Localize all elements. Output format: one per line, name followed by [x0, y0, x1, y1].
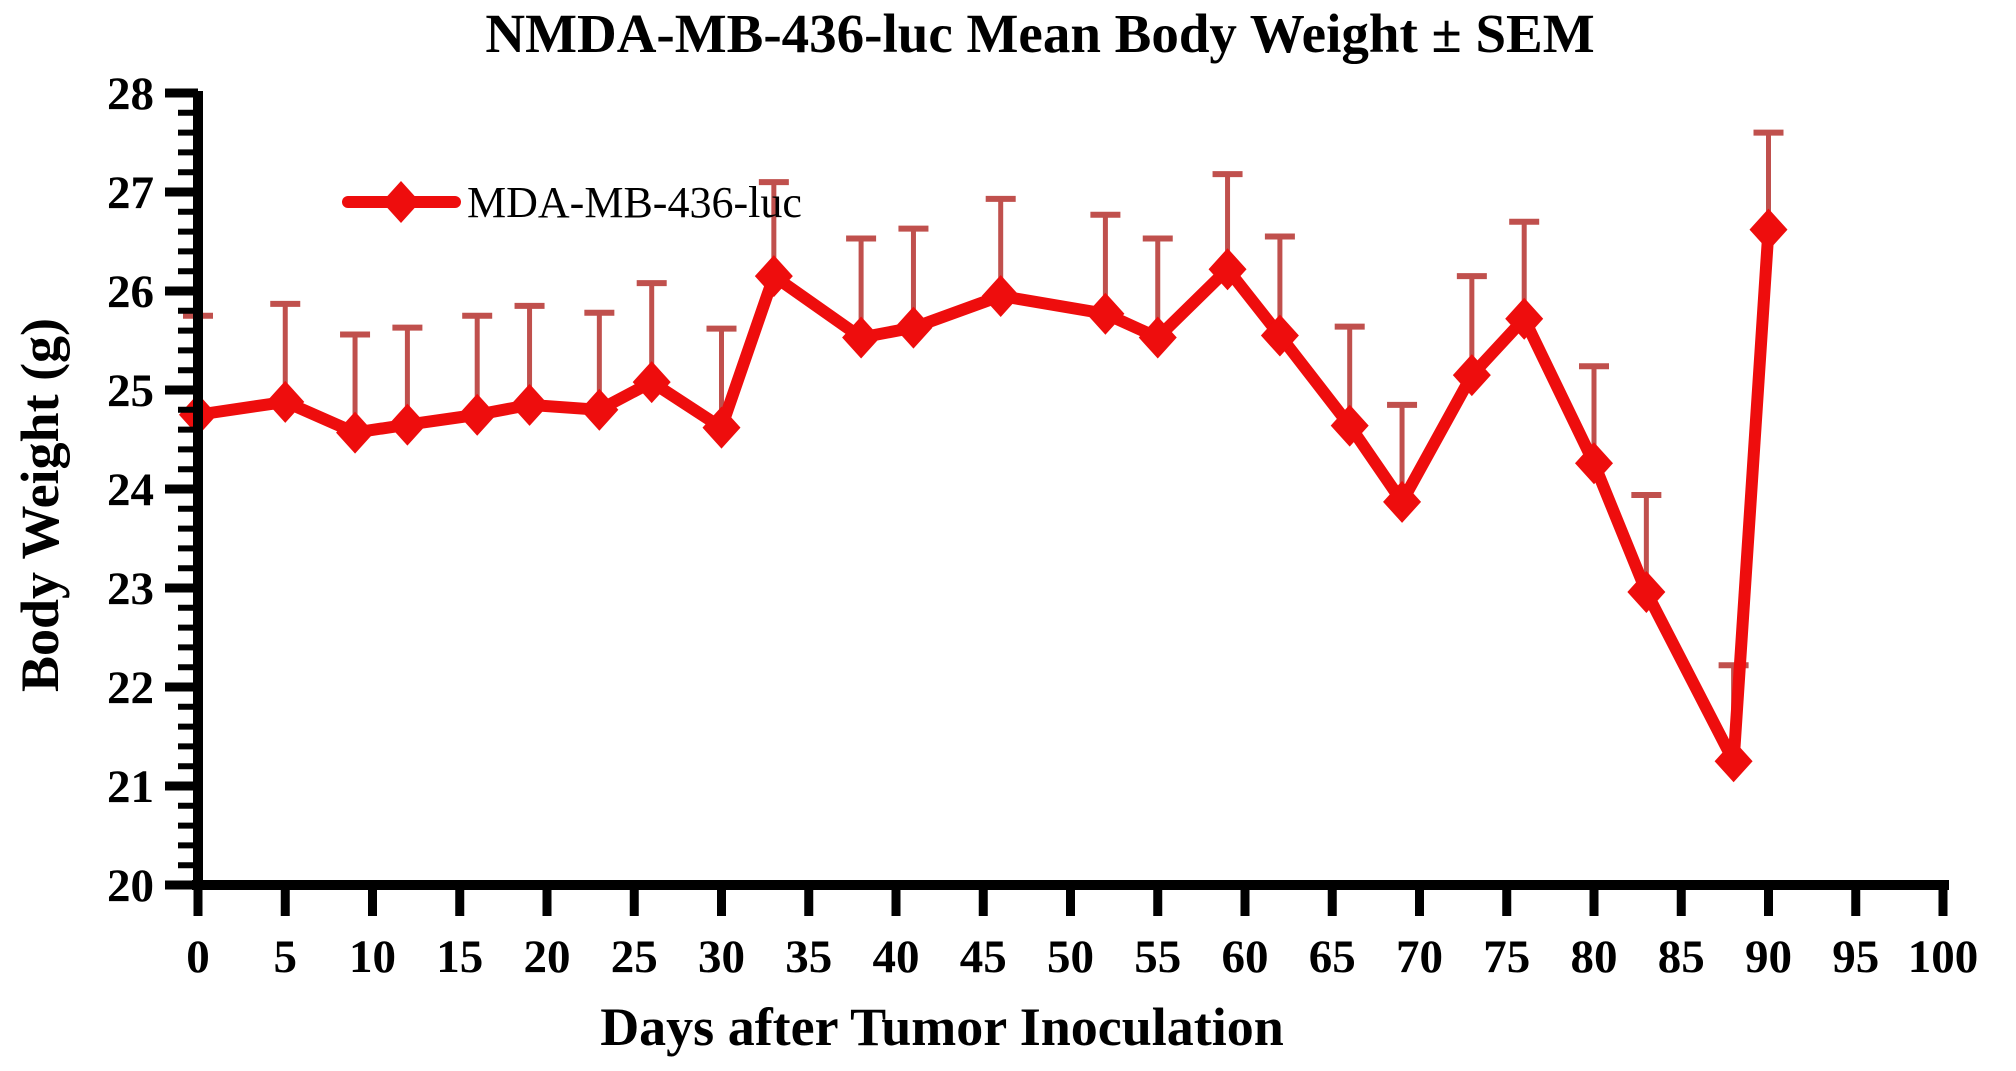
x-tick-label: 55 — [1134, 931, 1181, 983]
data-point-marker — [1575, 442, 1613, 485]
data-point-marker — [510, 383, 549, 426]
data-point-marker — [1505, 297, 1544, 340]
y-tick-label: 27 — [107, 167, 154, 219]
x-axis-label: Days after Tumor Inoculation — [600, 997, 1284, 1057]
x-tick-label: 65 — [1309, 931, 1356, 983]
x-tick-label: 60 — [1222, 931, 1269, 983]
data-point-marker — [458, 393, 497, 436]
x-tick-label: 90 — [1745, 931, 1792, 983]
data-point-marker — [388, 403, 427, 446]
y-tick-label: 25 — [107, 365, 154, 417]
data-point-marker — [1627, 570, 1666, 613]
data-point-marker — [1714, 740, 1753, 783]
data-point-marker — [842, 316, 881, 359]
data-point-marker — [1749, 208, 1788, 251]
x-tick-label: 30 — [698, 931, 745, 983]
y-tick-label: 20 — [107, 860, 154, 912]
data-point-marker — [1330, 404, 1369, 447]
x-tick-label: 20 — [524, 931, 571, 983]
x-tick-label: 5 — [274, 931, 298, 983]
x-tick-label: 70 — [1396, 931, 1443, 983]
data-point-marker — [754, 255, 793, 298]
x-tick-label: 40 — [873, 931, 920, 983]
data-point-marker — [1383, 480, 1422, 523]
x-tick-label: 85 — [1658, 931, 1705, 983]
data-point-marker — [1138, 316, 1177, 359]
data-point-marker — [336, 411, 375, 454]
data-point-marker — [1260, 314, 1299, 357]
x-tick-label: 15 — [436, 931, 483, 983]
data-point-marker — [1452, 354, 1491, 397]
data-point-markers — [179, 208, 1788, 783]
y-tick-label: 24 — [107, 464, 154, 516]
data-point-marker — [981, 274, 1020, 317]
x-tick-label: 75 — [1483, 931, 1530, 983]
data-point-marker — [580, 388, 619, 431]
x-tick-label: 45 — [960, 931, 1007, 983]
x-tick-label: 50 — [1047, 931, 1094, 983]
data-point-marker — [632, 361, 671, 404]
error-bars — [183, 129, 1784, 762]
x-tick-label: 80 — [1571, 931, 1618, 983]
data-point-marker — [266, 380, 305, 423]
y-tick-label: 21 — [107, 761, 154, 813]
data-point-marker — [702, 406, 741, 449]
chart-title: NMDA-MB-436-luc Mean Body Weight ± SEM — [485, 3, 1594, 64]
x-tick-label: 25 — [611, 931, 658, 983]
y-tick-label: 28 — [107, 68, 154, 120]
x-tick-label: 95 — [1832, 931, 1879, 983]
x-tick-label: 35 — [785, 931, 832, 983]
y-axis-label: Body Weight (g) — [10, 318, 70, 692]
x-tick-label: 0 — [186, 931, 210, 983]
legend: MDA-MB-436-luc — [342, 178, 802, 227]
y-tick-label: 22 — [107, 662, 154, 714]
x-tick-label: 10 — [349, 931, 396, 983]
data-point-marker — [1208, 248, 1247, 291]
x-tick-label: 100 — [1908, 931, 1979, 983]
legend-marker-diamond-icon — [382, 181, 420, 223]
data-point-marker — [894, 306, 933, 349]
x-axis-ticks: 0 5 10 15 20 25 30 35 40 45 50 55 60 65 70 75 80 85 90 95 10… — [186, 885, 1978, 983]
data-point-marker — [1086, 292, 1125, 335]
y-axis-ticks: 20 21 22 23 24 25 26 27 28 — [107, 68, 198, 912]
y-tick-label: 26 — [107, 266, 154, 318]
y-tick-label: 23 — [107, 563, 154, 615]
legend-label: MDA-MB-436-luc — [467, 178, 802, 227]
